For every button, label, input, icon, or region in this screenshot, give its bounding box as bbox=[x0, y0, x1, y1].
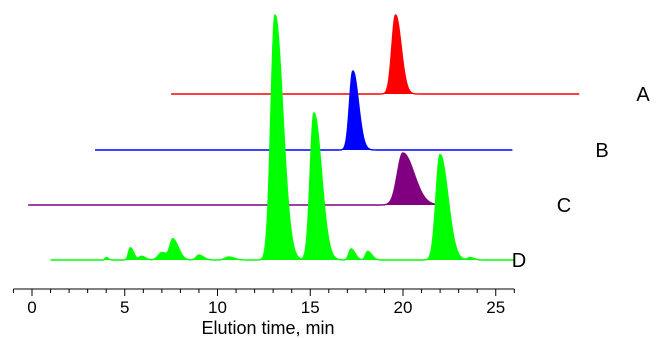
trace-label-B: B bbox=[595, 140, 608, 162]
trace-C: C bbox=[28, 152, 571, 217]
trace-label-A: A bbox=[636, 84, 650, 106]
trace-D-area bbox=[50, 15, 515, 260]
chromatogram-traces: A B C D bbox=[28, 14, 650, 272]
trace-label-D: D bbox=[512, 250, 526, 272]
trace-B-area bbox=[95, 71, 513, 150]
x-tick-label: 10 bbox=[208, 298, 227, 317]
x-tick-label: 15 bbox=[301, 298, 320, 317]
x-tick-label: 5 bbox=[120, 298, 129, 317]
x-tick-label: 20 bbox=[394, 298, 413, 317]
trace-D: D bbox=[50, 14, 526, 272]
trace-A-line bbox=[171, 14, 580, 95]
x-axis-label: Elution time, min bbox=[201, 318, 334, 338]
trace-B: B bbox=[95, 70, 609, 162]
trace-C-area bbox=[28, 153, 450, 205]
x-tick-label: 0 bbox=[27, 298, 36, 317]
trace-D-line bbox=[50, 14, 515, 261]
trace-A: A bbox=[171, 14, 650, 106]
trace-A-area bbox=[171, 15, 580, 94]
trace-B-line bbox=[95, 70, 513, 151]
trace-label-C: C bbox=[557, 195, 571, 217]
trace-C-line bbox=[28, 152, 450, 206]
x-tick-label: 25 bbox=[486, 298, 505, 317]
x-axis: 0 5 10 15 20 25 bbox=[12, 288, 515, 317]
